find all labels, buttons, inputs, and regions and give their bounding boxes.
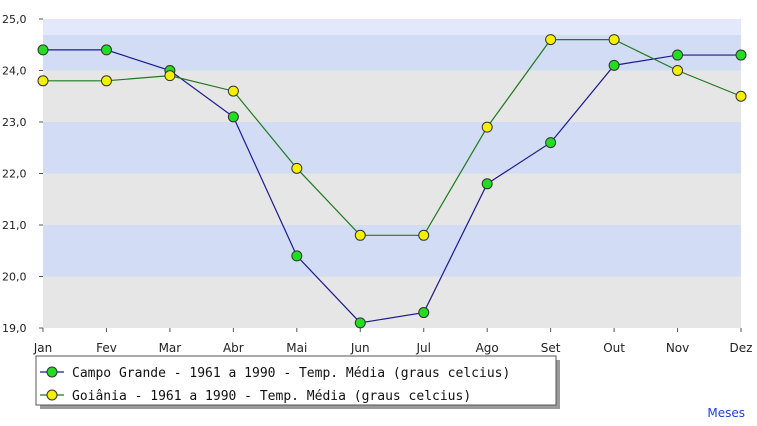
series-line-1: [43, 38, 742, 236]
data-point: [608, 34, 620, 46]
data-point: [418, 307, 430, 319]
y-tick-label: 21,0: [2, 219, 27, 232]
background-bands: [43, 19, 741, 328]
y-axis-ticks: 19,0 20,0 21,0 22,0 23,0 24,0 25,0: [2, 13, 43, 335]
legend-box: [35, 355, 557, 406]
background-band: [43, 173, 741, 225]
y-tick-label: 19,0: [2, 322, 27, 335]
data-point: [735, 49, 747, 61]
x-axis-title: Meses: [707, 406, 745, 420]
data-point: [354, 317, 366, 329]
legend-label-campo-grande: Campo Grande - 1961 a 1990 - Temp. Média…: [72, 366, 510, 381]
data-point: [672, 65, 684, 76]
legend-label-goiania: Goiânia - 1961 a 1990 - Temp. Média (gra…: [72, 389, 471, 404]
background-band: [43, 276, 741, 328]
data-point: [227, 85, 239, 97]
data-point: [481, 178, 493, 190]
y-tick-label: 22,0: [2, 168, 27, 181]
x-tick-label: Abr: [223, 341, 244, 355]
x-tick-label: Jun: [350, 341, 370, 355]
y-tick-label: 20,0: [2, 271, 27, 284]
x-tick-label: Nov: [666, 341, 689, 355]
data-point: [354, 229, 366, 241]
data-point: [291, 250, 303, 262]
y-tick-label: 23,0: [2, 116, 27, 129]
x-tick-label: Mar: [159, 341, 182, 355]
legend-marker-goiania: [46, 389, 58, 401]
x-tick-label: Mai: [286, 341, 307, 355]
y-tick-label: 24,0: [2, 65, 27, 78]
data-point: [545, 34, 557, 46]
x-tick-label: Set: [541, 341, 561, 355]
data-point: [735, 90, 747, 102]
background-band-top: [43, 19, 741, 35]
background-band: [43, 225, 741, 277]
series-line-0: [43, 49, 741, 324]
x-tick-label: Jul: [415, 341, 430, 355]
background-band: [43, 70, 741, 122]
x-tick-label: Out: [603, 341, 625, 355]
data-point: [545, 137, 557, 149]
data-point: [608, 59, 620, 71]
data-point: [481, 121, 493, 133]
data-point: [672, 49, 684, 61]
data-point: [100, 75, 112, 87]
legend-marker-campo-grande: [46, 366, 58, 378]
x-tick-label: Ago: [476, 341, 499, 355]
legend: Campo Grande - 1961 a 1990 - Temp. Média…: [35, 355, 560, 409]
y-tick-label: 25,0: [2, 13, 27, 26]
x-tick-label: Jan: [33, 341, 53, 355]
x-tick-label: Dez: [730, 341, 753, 355]
series-layer: [37, 34, 747, 329]
data-point: [164, 70, 176, 82]
data-point: [227, 111, 239, 123]
background-band: [43, 122, 741, 174]
data-point: [100, 44, 112, 56]
x-axis-ticks: Jan Fev Mar Abr Mai Jun Jul Ago Set Out Nov Dez: [33, 328, 753, 355]
data-point: [37, 44, 49, 56]
x-tick-label: Fev: [96, 341, 117, 355]
data-point: [291, 162, 303, 174]
data-point: [418, 229, 430, 241]
data-point: [37, 75, 49, 87]
